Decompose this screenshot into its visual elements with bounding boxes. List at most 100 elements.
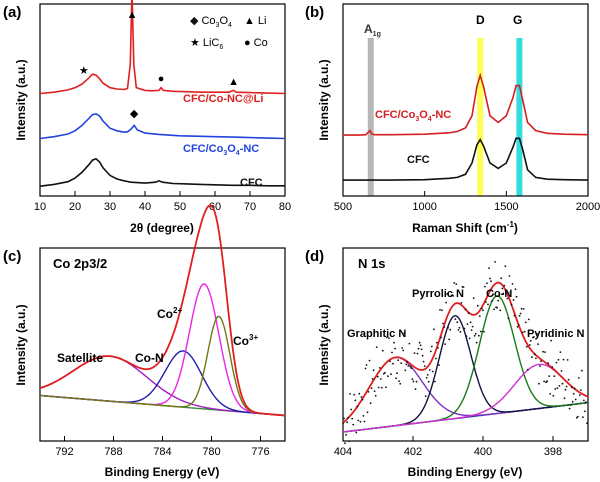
n1s-tick-label-3: 398: [544, 446, 562, 458]
n1s-raw-point-11: [353, 393, 356, 396]
n1s-raw-point-15: [357, 419, 360, 422]
panel-d-n1s: (d) 404 402 400 398 N 1s Binding Energy (eV…: [305, 247, 589, 479]
n1s-raw-point-61: [404, 369, 407, 372]
panel-c-co2p: (c) 792 788 784 780 776 Co 2p3/2 Binding Ene…: [3, 204, 286, 479]
series-label-cfc-co3o4-nc: CFC/Co3O4-NC: [183, 143, 259, 157]
n1s-raw-point-113: [457, 329, 460, 331]
n1s-raw-point-69: [412, 380, 415, 383]
n1s-raw-point-189: [535, 357, 537, 360]
n1s-raw-point-200: [546, 380, 549, 383]
n1s-raw-point-68: [411, 378, 414, 381]
n1s-raw-point-138: [483, 330, 485, 333]
n1s-raw-point-172: [517, 324, 520, 326]
n1s-raw-point-23: [365, 364, 368, 366]
n1s-raw-point-217: [563, 397, 566, 400]
co2p-tick-label-3: 780: [202, 446, 220, 458]
co2p-tick-label-0: 792: [55, 446, 73, 458]
n1s-raw-point-216: [562, 358, 565, 361]
n1s-raw-point-1: [343, 417, 345, 420]
panel-b-letter: (b): [305, 4, 324, 21]
n1s-raw-point-62: [405, 363, 408, 366]
n1s-tick-label-2: 400: [474, 446, 492, 458]
n1s-raw-point-41: [384, 371, 386, 374]
xrd-tick-label-4: 50: [174, 201, 186, 213]
n1s-raw-point-56: [399, 382, 402, 385]
n1s-raw-point-85: [428, 369, 431, 371]
n1s-raw-point-91: [435, 357, 437, 360]
panel-d-plot: [342, 261, 589, 445]
n1s-raw-point-86: [429, 350, 432, 353]
n1s-raw-point-236: [583, 399, 585, 402]
n1s-raw-point-72: [415, 380, 418, 383]
legend-co3o4: ◆ Co3O4: [190, 15, 232, 29]
peak-label-co2plus: Co2+: [157, 306, 182, 321]
n1s-raw-point-210: [556, 387, 559, 389]
n1s-raw-point-136: [480, 307, 483, 310]
n1s-raw-point-16: [358, 392, 361, 395]
n1s-raw-point-27: [369, 402, 372, 405]
panel-c-plot: [39, 204, 286, 417]
n1s-raw-point-46: [389, 360, 391, 363]
panel-a-xticks: 10 20 30 40 50 60 70 80: [34, 191, 291, 213]
series-label-cfc-raman: CFC: [407, 154, 430, 166]
n1s-raw-point-184: [529, 339, 532, 342]
n1s-raw-point-82: [425, 377, 428, 379]
n1s-raw-point-60: [403, 332, 406, 335]
panel-b-raman: (b) 500 1000 1500 2000 Raman Shift (cm-1) I…: [305, 3, 600, 235]
n1s-raw-point-124: [468, 337, 471, 340]
n1s-raw-point-108: [452, 295, 455, 297]
n1s-raw-point-177: [522, 308, 525, 310]
peak-label-co-n: Co-N: [135, 351, 164, 365]
panel-a-ylabel: Intensity (a.u.): [14, 59, 28, 140]
n1s-raw-point-95: [439, 309, 441, 311]
n1s-raw-point-22: [364, 367, 367, 370]
n1s-raw-point-133: [477, 334, 480, 337]
n1s-raw-point-142: [487, 303, 489, 306]
n1s-raw-point-126: [470, 329, 473, 331]
raman-band-2: [516, 38, 523, 196]
n1s-raw-point-32: [374, 394, 377, 397]
n1s-raw-point-119: [463, 327, 466, 330]
legend-li: ▲ Li: [244, 15, 266, 27]
panel-a-plot: ★ ▲ ● ▲ ◆: [39, 0, 286, 187]
n1s-raw-point-64: [407, 365, 410, 367]
n1s-raw-point-123: [467, 312, 470, 314]
n1s-raw-point-37: [379, 378, 382, 380]
panel-b-xlabel: Raman Shift (cm-1): [412, 220, 518, 235]
n1s-raw-point-79: [422, 360, 425, 363]
n1s-raw-point-212: [558, 385, 561, 387]
n1s-raw-point-30: [372, 369, 375, 372]
panel-d-xticks: 404 402 400 398: [334, 436, 562, 458]
n1s-raw-point-58: [401, 347, 404, 349]
n1s-raw-point-53: [396, 372, 398, 375]
n1s-raw-point-35: [377, 386, 380, 389]
n1s-raw-point-224: [570, 386, 573, 389]
n1s-raw-point-198: [544, 351, 546, 353]
n1s-raw-point-209: [555, 361, 558, 364]
n1s-raw-point-12: [354, 399, 357, 402]
n1s-raw-point-4: [346, 421, 348, 424]
n1s-raw-point-188: [534, 353, 536, 355]
n1s-raw-point-232: [578, 394, 581, 396]
panel-a-xlabel: 2θ (degree): [130, 221, 194, 235]
n1s-raw-point-18: [360, 396, 363, 398]
n1s-raw-point-125: [469, 321, 472, 324]
n1s-raw-point-55: [398, 380, 400, 382]
xrd-series-1: [39, 112, 286, 140]
peak-label-satellite: Satellite: [57, 351, 103, 365]
n1s-raw-point-165: [510, 303, 513, 306]
n1s-raw-point-6: [348, 440, 350, 443]
n1s-raw-point-156: [501, 287, 504, 290]
n1s-raw-point-163: [508, 275, 511, 277]
n1s-raw-point-112: [456, 321, 459, 324]
xrd-tick-label-6: 70: [244, 201, 256, 213]
n1s-raw-point-31: [373, 390, 376, 392]
n1s-raw-point-38: [380, 386, 383, 389]
panel-c-ylabel: Intensity (a.u.): [14, 304, 28, 385]
n1s-raw-point-147: [492, 293, 494, 296]
panel-d-ylabel: Intensity (a.u.): [317, 304, 331, 385]
n1s-raw-point-39: [381, 349, 384, 352]
n1s-raw-point-157: [502, 292, 505, 295]
n1s-raw-point-175: [520, 307, 523, 310]
